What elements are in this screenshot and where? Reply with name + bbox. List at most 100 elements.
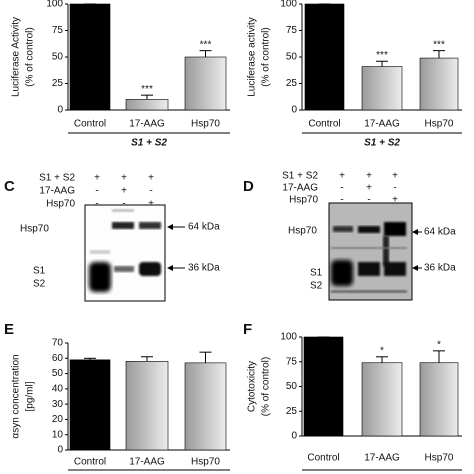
y-tick-label: 25 [286, 406, 298, 417]
significance: * [437, 340, 441, 351]
y-tick-label: 50 [52, 368, 64, 379]
condition-label: Hsp70 [46, 199, 75, 210]
y-axis-label: (% of control) [261, 357, 272, 416]
y-tick-label: 50 [286, 52, 298, 63]
group-label: S1 + S2 [364, 138, 400, 149]
band-label: S2 [310, 281, 323, 292]
bar [304, 3, 345, 111]
y-tick-label: 0 [291, 431, 297, 442]
group-label: S1 + S2 [131, 138, 167, 149]
condition-label: S1 + S2 [282, 171, 318, 182]
bar [69, 3, 111, 111]
x-tick-label: 17-AAG [364, 453, 400, 464]
condition-label: 17-AAG [39, 186, 75, 197]
condition-mark: - [367, 195, 370, 206]
y-tick-label: 25 [286, 78, 298, 89]
x-tick-label: Hsp70 [425, 453, 454, 464]
y-axis-label: Cytotoxicity [247, 361, 258, 412]
y-tick-label: 75 [52, 25, 64, 36]
condition-mark: + [339, 171, 345, 182]
condition-mark: - [149, 186, 152, 197]
y-axis-label: Luciferase activity [247, 17, 258, 96]
bar [184, 56, 227, 111]
y-axis-label: (% of control) [261, 27, 272, 86]
bar [125, 99, 169, 111]
y-tick-label: 70 [52, 338, 64, 349]
bar [184, 362, 227, 451]
x-tick-label: Hsp70 [191, 119, 220, 130]
x-tick-label: Hsp70 [425, 119, 454, 130]
blot-image [328, 202, 413, 301]
y-tick-label: 30 [52, 399, 64, 410]
condition-mark: - [393, 183, 396, 194]
marker-label: 36 kDa [188, 263, 220, 274]
y-tick-label: 20 [52, 414, 64, 425]
condition-mark: - [95, 186, 98, 197]
x-tick-label: Control [74, 457, 106, 468]
bar [361, 66, 403, 111]
condition-mark: + [366, 171, 372, 182]
condition-mark: + [392, 195, 398, 206]
condition-mark: + [121, 186, 127, 197]
condition-mark: + [148, 173, 154, 184]
bar [125, 361, 169, 451]
y-axis-label: (% of control) [25, 27, 36, 86]
y-tick-label: 0 [57, 105, 63, 116]
bar [361, 362, 403, 437]
y-tick-label: 60 [52, 353, 64, 364]
x-tick-label: Control [307, 453, 339, 464]
condition-mark: - [95, 199, 98, 210]
marker-label: 64 kDa [424, 227, 456, 238]
y-axis-label: αsyn concentration [11, 354, 22, 438]
y-tick-label: 50 [286, 381, 298, 392]
y-axis-label: Luciferase Activity [11, 17, 22, 97]
x-tick-label: 17-AAG [129, 119, 165, 130]
blot-image [84, 204, 166, 302]
y-tick-label: 0 [57, 445, 63, 456]
band-label: Hsp70 [288, 226, 317, 237]
condition-label: S1 + S2 [39, 173, 75, 184]
x-tick-label: Control [308, 119, 340, 130]
bar [419, 57, 459, 111]
marker-label: 36 kDa [424, 263, 456, 274]
significance: *** [376, 50, 388, 61]
bar [303, 336, 344, 437]
y-tick-label: 75 [286, 25, 298, 36]
condition-label: Hsp70 [289, 195, 318, 206]
y-tick-label: 75 [286, 356, 298, 367]
condition-mark: + [94, 173, 100, 184]
condition-label: 17-AAG [282, 183, 318, 194]
panel-letter: D [243, 178, 254, 195]
x-tick-label: 17-AAG [129, 457, 165, 468]
band-label: S1 [310, 268, 323, 279]
condition-mark: - [340, 183, 343, 194]
condition-mark: + [392, 171, 398, 182]
y-tick-label: 100 [280, 0, 297, 10]
condition-mark: + [366, 183, 372, 194]
bar [69, 359, 111, 451]
condition-mark: + [148, 199, 154, 210]
band-label: S1 [33, 266, 46, 277]
y-tick-label: 50 [52, 52, 64, 63]
panel-letter: C [4, 178, 15, 195]
condition-mark: + [121, 173, 127, 184]
condition-mark: - [340, 195, 343, 206]
y-axis-label: [pg/ml] [25, 381, 36, 411]
panel-letter: F [243, 321, 252, 338]
y-tick-label: 0 [291, 105, 297, 116]
significance: *** [200, 39, 212, 50]
y-tick-label: 10 [52, 429, 64, 440]
band-label: Hsp70 [20, 224, 49, 235]
condition-mark: - [122, 199, 125, 210]
x-tick-label: Control [74, 119, 106, 130]
significance: * [380, 345, 384, 356]
y-tick-label: 100 [46, 0, 63, 10]
x-tick-label: 17-AAG [364, 119, 400, 130]
significance: *** [433, 39, 445, 50]
band-label: S2 [33, 279, 46, 290]
y-tick-label: 40 [52, 383, 64, 394]
y-tick-label: 25 [52, 78, 64, 89]
y-tick-label: 100 [280, 332, 297, 343]
panel-letter: E [4, 321, 14, 338]
